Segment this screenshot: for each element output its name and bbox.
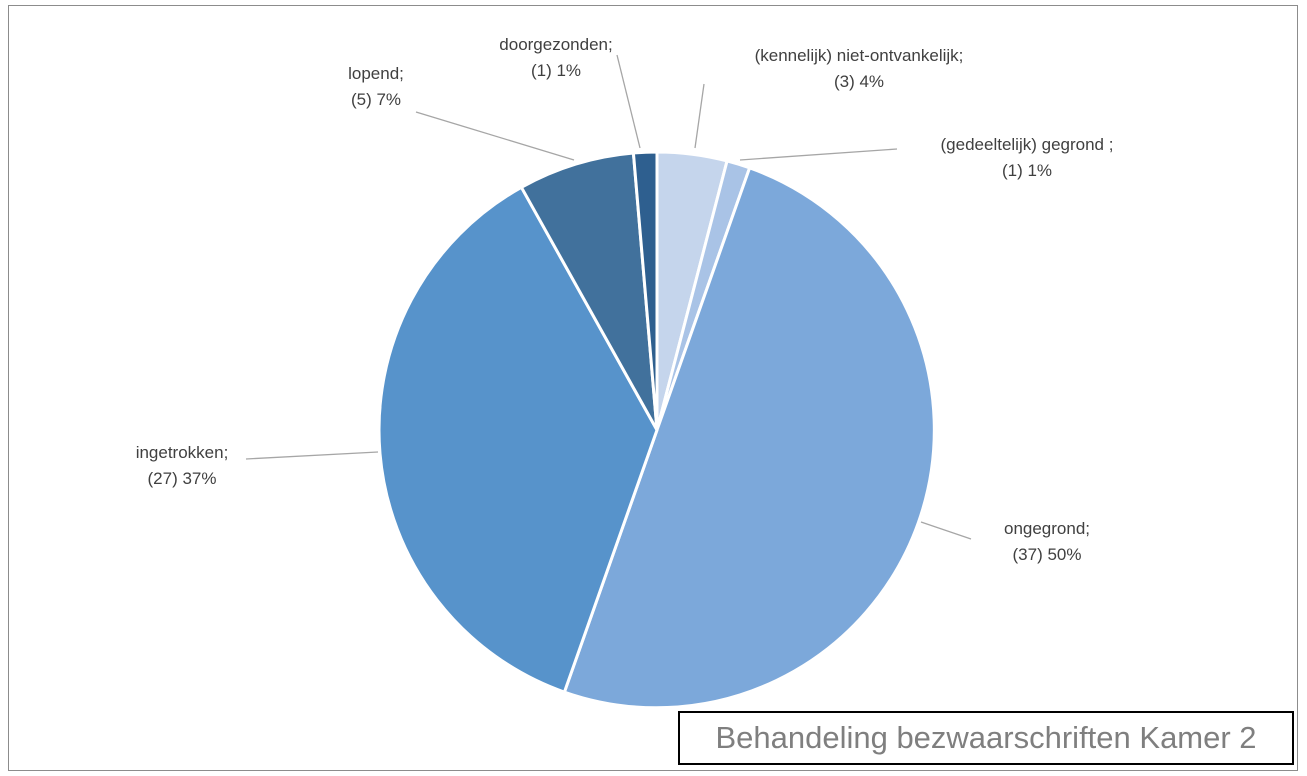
leader-line-kennelijk-niet-ontvankelijk bbox=[694, 83, 705, 149]
data-label-value: (3) 4% bbox=[834, 72, 884, 91]
data-label-value: (37) 50% bbox=[1013, 545, 1082, 564]
data-label-name: (kennelijk) niet-ontvankelijk; bbox=[755, 46, 964, 65]
pie-slice-ingetrokken bbox=[377, 185, 659, 694]
pie-slice-ongegrond bbox=[562, 166, 936, 710]
leader-line-doorgezonden bbox=[616, 54, 641, 149]
leader-line-lopend bbox=[415, 111, 575, 161]
data-label-gedeeltelijk-gegrond: (gedeeltelijk) gegrond ; (1) 1% bbox=[941, 135, 1114, 180]
data-label-value: (5) 7% bbox=[351, 90, 401, 109]
pie-slice-doorgezonden bbox=[631, 150, 659, 432]
data-label-name: ongegrond; bbox=[1004, 519, 1090, 538]
leader-line-gedeeltelijk-gegrond bbox=[739, 148, 898, 161]
data-label-value: (1) 1% bbox=[531, 61, 581, 80]
leader-line-ingetrokken bbox=[245, 451, 379, 460]
data-label-ongegrond: ongegrond; (37) 50% bbox=[1004, 519, 1090, 564]
data-label-value: (1) 1% bbox=[1002, 161, 1052, 180]
data-label-lopend: lopend; (5) 7% bbox=[348, 64, 404, 109]
data-label-doorgezonden: doorgezonden; (1) 1% bbox=[499, 35, 612, 80]
data-label-ingetrokken: ingetrokken; (27) 37% bbox=[136, 443, 229, 488]
chart-title: Behandeling bezwaarschriften Kamer 2 bbox=[678, 711, 1294, 765]
pie-slice-lopend bbox=[519, 151, 659, 432]
data-label-value: (27) 37% bbox=[148, 469, 217, 488]
data-label-name: doorgezonden; bbox=[499, 35, 612, 54]
data-label-name: (gedeeltelijk) gegrond ; bbox=[941, 135, 1114, 154]
data-label-name: lopend; bbox=[348, 64, 404, 83]
leader-line-ongegrond bbox=[920, 521, 972, 540]
data-label-kennelijk-niet-ontvankelijk: (kennelijk) niet-ontvankelijk; (3) 4% bbox=[755, 46, 964, 91]
data-label-name: ingetrokken; bbox=[136, 443, 229, 462]
